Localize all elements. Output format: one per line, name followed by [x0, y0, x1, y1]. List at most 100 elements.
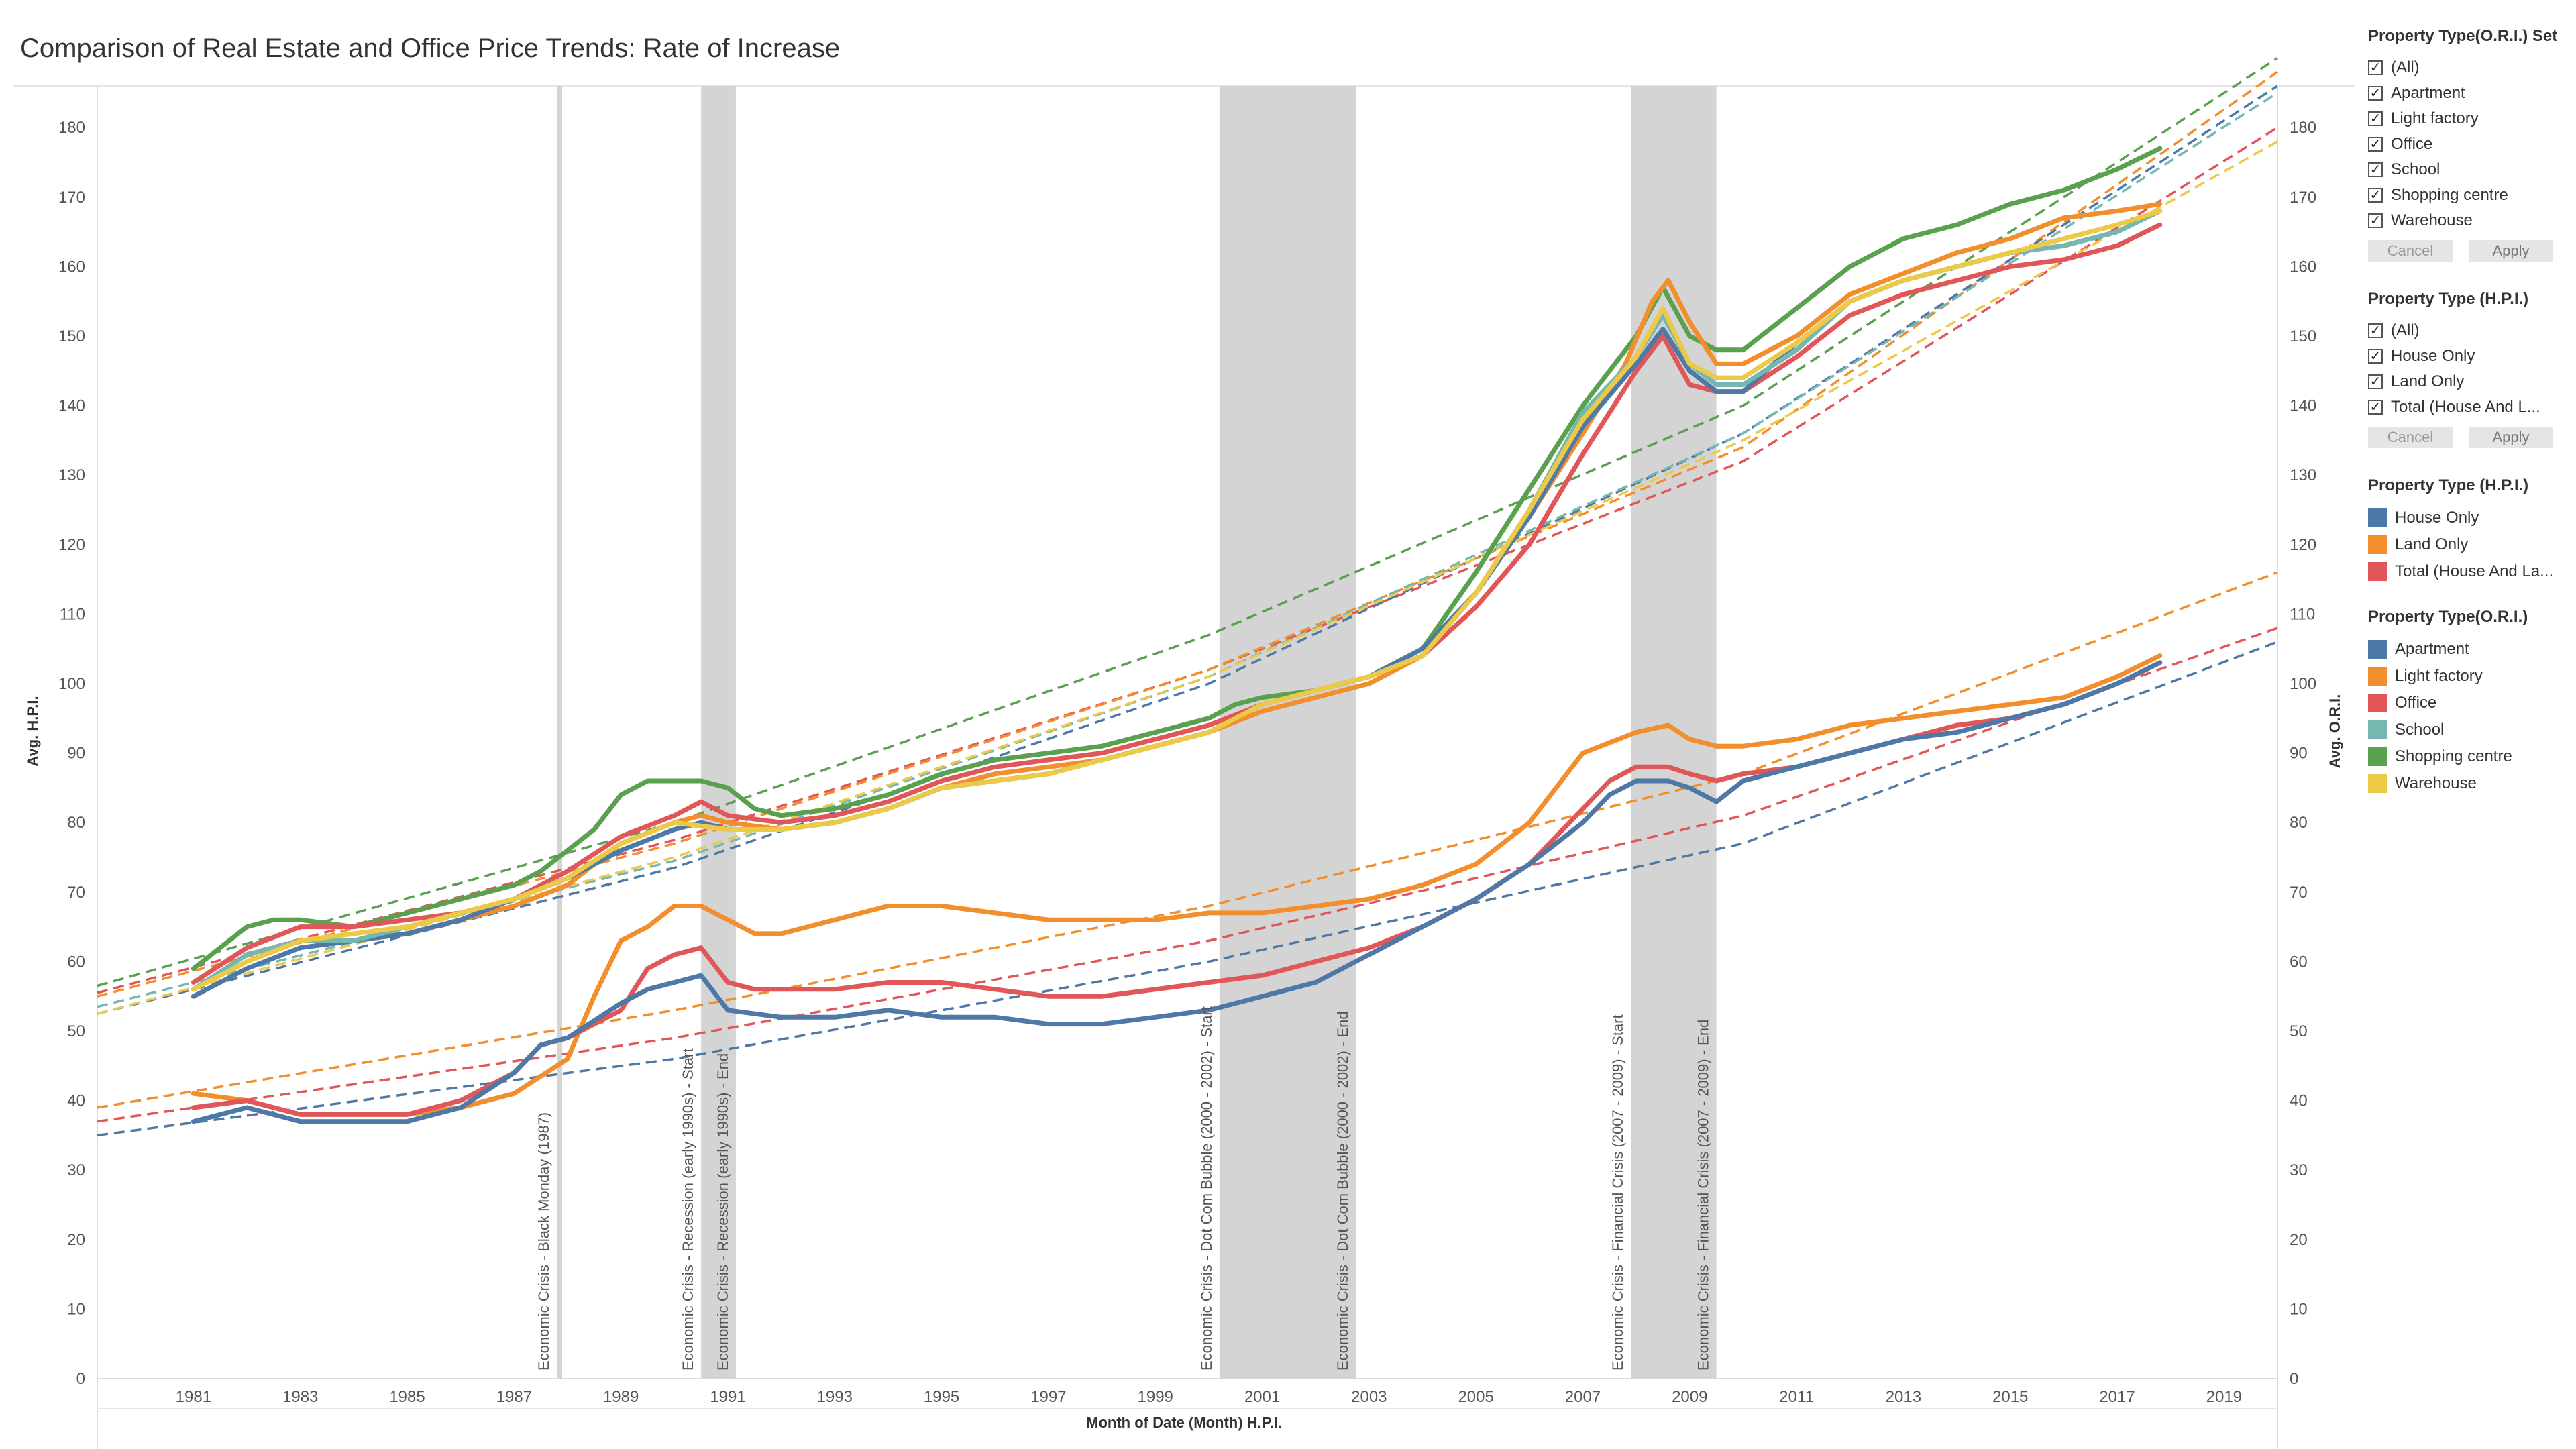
x-tick-label: 1995 [924, 1388, 959, 1406]
series-line[interactable] [191, 146, 2163, 971]
legend-item-warehouse[interactable]: Warehouse [2368, 770, 2569, 797]
y-tick-label-left: 30 [67, 1161, 85, 1179]
legend-item-house-only[interactable]: House Only [2368, 504, 2569, 531]
ori-option-school[interactable]: ✓ School [2368, 157, 2569, 182]
x-tick-label: 1981 [176, 1388, 211, 1406]
legend-item-land-only[interactable]: Land Only [2368, 531, 2569, 558]
x-tick-label: 1993 [817, 1388, 853, 1406]
legend-item-school[interactable]: School [2368, 716, 2569, 743]
trend-line [97, 70, 2279, 998]
y-tick-label-right: 160 [2290, 258, 2316, 276]
y-tick-label-left: 110 [60, 605, 85, 623]
y-tick-label-left: 20 [67, 1231, 85, 1249]
checkbox-checked-icon[interactable]: ✓ [2368, 188, 2383, 203]
crisis-label: Economic Crisis - Dot Com Bubble (2000 -… [1198, 1006, 1215, 1371]
series-line[interactable] [191, 653, 2163, 1117]
checkbox-checked-icon[interactable]: ✓ [2368, 323, 2383, 338]
x-tick-label: 1999 [1138, 1388, 1173, 1406]
series-line[interactable] [191, 660, 2163, 1124]
x-tick-label: 2019 [2206, 1388, 2242, 1406]
legend-item-apartment[interactable]: Apartment [2368, 636, 2569, 663]
cancel-button[interactable]: Cancel [2368, 240, 2453, 262]
crisis-label: Economic Crisis - Financial Crisis (2007… [1695, 1020, 1712, 1371]
series-line[interactable] [191, 209, 2163, 999]
checkbox-checked-icon[interactable]: ✓ [2368, 374, 2383, 389]
x-tick-label: 1983 [282, 1388, 318, 1406]
legend-swatch [2368, 774, 2387, 793]
trend-line [97, 140, 2278, 1015]
y-tick-label-right: 10 [2290, 1300, 2308, 1318]
apply-button[interactable]: Apply [2469, 240, 2553, 262]
legend-item-total[interactable]: Total (House And La... [2368, 558, 2569, 585]
y-tick-label-right: 90 [2290, 745, 2308, 763]
y-tick-label-left: 180 [58, 119, 85, 137]
ori-option-shopping-centre[interactable]: ✓ Shopping centre [2368, 182, 2569, 208]
crisis-label: Economic Crisis - Financial Crisis (2007… [1609, 1014, 1626, 1371]
y-tick-label-right: 50 [2290, 1022, 2308, 1040]
x-tick-label: 1991 [710, 1388, 745, 1406]
x-tick-label: 2001 [1244, 1388, 1280, 1406]
y-tick-label-right: 130 [2290, 466, 2316, 484]
y-tick-label-left: 50 [67, 1022, 85, 1040]
axes: 0 0 10 10 20 20 30 30 40 40 50 50 60 60 70 70 80 80 90 90 10… [58, 119, 2316, 1406]
checkbox-checked-icon[interactable]: ✓ [2368, 86, 2383, 101]
x-tick-label: 1987 [496, 1388, 532, 1406]
x-tick-label: 2005 [1458, 1388, 1493, 1406]
legend-swatch [2368, 508, 2387, 527]
y-tick-label-right: 150 [2290, 327, 2316, 345]
x-tick-label: 1997 [1030, 1388, 1066, 1406]
ori-option-office[interactable]: ✓ Office [2368, 131, 2569, 157]
legend-item-shopping-centre[interactable]: Shopping centre [2368, 743, 2569, 770]
crisis-label: Economic Crisis - Black Monday (1987) [535, 1112, 552, 1371]
y-tick-label-right: 170 [2290, 189, 2316, 207]
crisis-label: Economic Crisis - Dot Com Bubble (2000 -… [1334, 1011, 1351, 1371]
y-tick-label-left: 170 [58, 189, 85, 207]
ori-option-warehouse[interactable]: ✓ Warehouse [2368, 208, 2569, 233]
hpi-option-all[interactable]: ✓ (All) [2368, 318, 2569, 343]
y-tick-label-right: 80 [2290, 814, 2308, 832]
trend-lines [97, 57, 2279, 1137]
series-line[interactable] [191, 209, 2163, 992]
cancel-button[interactable]: Cancel [2368, 427, 2453, 448]
y-tick-label-left: 70 [67, 883, 85, 902]
checkbox-checked-icon[interactable]: ✓ [2368, 137, 2383, 152]
y-axis-label-left: Avg. H.P.I. [24, 696, 41, 766]
y-tick-label-right: 140 [2290, 397, 2316, 415]
x-tick-label: 2017 [2099, 1388, 2135, 1406]
x-tick-label: 2013 [1886, 1388, 1921, 1406]
ori-filter: Property Type(O.R.I.) Set ✓ (All) ✓ Apartm… [2368, 27, 2569, 262]
ori-option-all[interactable]: ✓ (All) [2368, 55, 2569, 80]
hpi-option-land-only[interactable]: ✓ Land Only [2368, 369, 2569, 394]
y-tick-label-right: 120 [2290, 536, 2316, 554]
ori-option-light-factory[interactable]: ✓ Light factory [2368, 106, 2569, 131]
checkbox-checked-icon[interactable]: ✓ [2368, 60, 2383, 75]
hpi-filter-title: Property Type (H.P.I.) [2368, 290, 2529, 308]
series-line[interactable] [191, 201, 2163, 992]
y-tick-label-right: 20 [2290, 1231, 2308, 1249]
apply-button[interactable]: Apply [2469, 427, 2553, 448]
hpi-legend-title: Property Type (H.P.I.) [2368, 476, 2529, 494]
ori-filter-title: Property Type(O.R.I.) Set [2368, 27, 2558, 45]
checkbox-checked-icon[interactable]: ✓ [2368, 400, 2383, 415]
checkbox-checked-icon[interactable]: ✓ [2368, 162, 2383, 177]
side-panel: Property Type(O.R.I.) Set ✓ (All) ✓ Apartm… [2368, 27, 2569, 820]
series-line[interactable] [191, 209, 2163, 992]
trend-line [97, 571, 2278, 1109]
y-tick-label-left: 100 [58, 675, 85, 693]
ori-option-apartment[interactable]: ✓ Apartment [2368, 80, 2569, 106]
checkbox-checked-icon[interactable]: ✓ [2368, 349, 2383, 364]
legend-swatch [2368, 562, 2387, 581]
hpi-option-house-only[interactable]: ✓ House Only [2368, 343, 2569, 369]
legend-item-light-factory[interactable]: Light factory [2368, 663, 2569, 690]
hpi-option-total[interactable]: ✓ Total (House And L... [2368, 394, 2569, 420]
y-tick-label-right: 30 [2290, 1161, 2308, 1179]
y-tick-label-right: 180 [2290, 119, 2316, 137]
y-tick-label-left: 90 [67, 745, 85, 763]
y-tick-label-right: 40 [2290, 1092, 2308, 1110]
series-line[interactable] [191, 222, 2163, 985]
series-lines[interactable] [191, 146, 2163, 1124]
checkbox-checked-icon[interactable]: ✓ [2368, 111, 2383, 126]
checkbox-checked-icon[interactable]: ✓ [2368, 213, 2383, 228]
legend-item-office[interactable]: Office [2368, 690, 2569, 716]
y-tick-label-left: 130 [58, 466, 85, 484]
